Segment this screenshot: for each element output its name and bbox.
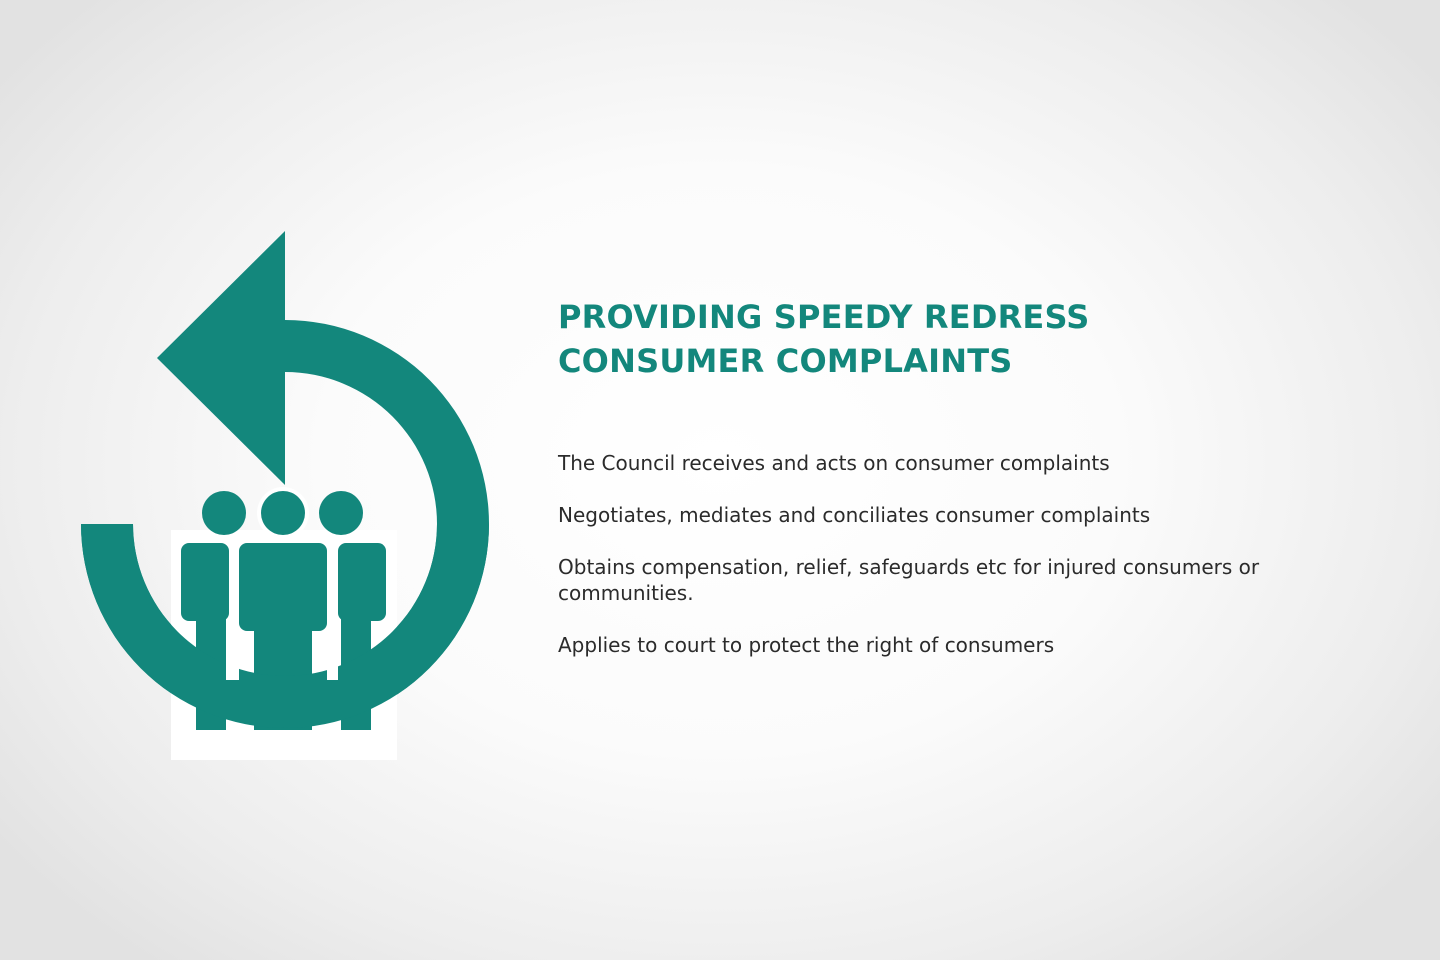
list-item: Applies to court to protect the right of… — [558, 633, 1055, 657]
page-title: PROVIDING SPEEDY REDRESS CONSUMER COMPLA… — [558, 295, 1090, 383]
title-line-2: CONSUMER COMPLAINTS — [558, 342, 1013, 380]
ring-bottom-band — [81, 524, 489, 728]
title-line-1: PROVIDING SPEEDY REDRESS — [558, 298, 1090, 336]
consumer-group-icon — [171, 487, 397, 760]
redress-arrow-icon — [81, 231, 489, 728]
service-points-list: The Council receives and acts on consume… — [558, 450, 1318, 684]
figure-separators — [226, 620, 338, 680]
list-item: Obtains compensation, relief, safeguards… — [558, 555, 1260, 605]
list-item: The Council receives and acts on consume… — [558, 451, 1110, 475]
list-item: Negotiates, mediates and conciliates con… — [558, 503, 1151, 527]
